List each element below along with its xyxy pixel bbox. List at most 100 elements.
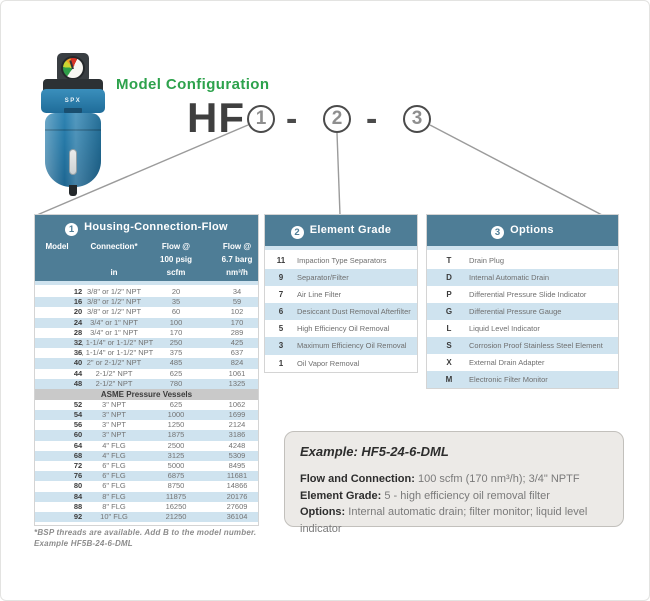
table-row: 6 Desiccant Dust Removal Afterfilter bbox=[265, 303, 417, 321]
model-cell: 40 bbox=[73, 358, 83, 368]
asme-subheader: ASME Pressure Vessels bbox=[35, 388, 258, 400]
flow-nm3-cell: 170 bbox=[230, 317, 244, 327]
table-row: 11 Impaction Type Separators bbox=[265, 252, 417, 269]
table-row: 54 3" NPT 1000 1699 bbox=[35, 410, 258, 421]
description-cell: Internal Automatic Drain bbox=[469, 273, 550, 282]
col-header-model: Model bbox=[45, 242, 69, 251]
code-cell: S bbox=[446, 341, 452, 350]
model-separator: - bbox=[286, 100, 298, 138]
flow-scfm-cell: 100 bbox=[169, 317, 183, 327]
table-row: 64 4" FLG 2500 4248 bbox=[35, 441, 258, 451]
connection-cell: 3/4" or 1" NPT bbox=[90, 317, 138, 327]
model-cell: 12 bbox=[73, 287, 83, 296]
example-box: Example: HF5-24-6-DML Flow and Connectio… bbox=[284, 431, 624, 535]
connection-cell: 6" FLG bbox=[102, 461, 126, 470]
flow-nm3-cell: 36104 bbox=[226, 511, 248, 521]
code-cell: 11 bbox=[276, 256, 286, 265]
connection-cell: 6" FLG bbox=[102, 481, 126, 491]
code-cell: L bbox=[446, 324, 452, 333]
housing-table: 1 Housing-Connection-Flow Model Connectio… bbox=[34, 214, 259, 527]
model-cell: 16 bbox=[73, 297, 83, 307]
table-row: 40 2" or 2-1/2" NPT 485 824 bbox=[35, 358, 258, 369]
connection-cell: 1", 1-1/4" or 1-1/2" NPT bbox=[74, 348, 154, 358]
flow-nm3-cell: 4248 bbox=[228, 440, 246, 450]
model-cell: 76 bbox=[73, 471, 83, 481]
description-cell: Differential Pressure Gauge bbox=[469, 307, 562, 316]
table-row: P Differential Pressure Slide Indicator bbox=[427, 286, 618, 303]
table-row: 20 3/8" or 1/2" NPT 60 102 bbox=[35, 307, 258, 317]
table-row: 28 3/4" or 1" NPT 170 289 bbox=[35, 328, 258, 338]
model-cell: 80 bbox=[73, 481, 83, 491]
col-header-connection: Connection* in bbox=[90, 242, 138, 277]
connection-cell: 4" FLG bbox=[102, 440, 126, 450]
flow-scfm-cell: 60 bbox=[171, 307, 181, 317]
description-cell: Drain Plug bbox=[469, 256, 505, 265]
flow-nm3-cell: 20176 bbox=[226, 491, 248, 501]
element-grade-rows: 11 Impaction Type Separators 9 Separator/Fi… bbox=[265, 252, 417, 372]
table-row: T Drain Plug bbox=[427, 252, 618, 269]
header-accent-strip bbox=[265, 246, 417, 252]
model-cell: 92 bbox=[73, 511, 83, 521]
table-row: 1 Oil Vapor Removal bbox=[265, 355, 417, 372]
brand-label: SPX bbox=[64, 98, 82, 104]
flow-scfm-cell: 485 bbox=[169, 358, 183, 368]
flow-scfm-cell: 6875 bbox=[167, 471, 185, 481]
code-cell: 1 bbox=[278, 358, 284, 368]
options-title: 3 Options bbox=[427, 215, 618, 246]
footnote-line-2: Example HF5B-24-6-DML bbox=[34, 538, 133, 548]
table-row: D Internal Automatic Drain bbox=[427, 269, 618, 286]
sight-glass bbox=[69, 149, 77, 175]
flow-scfm-cell: 8750 bbox=[167, 481, 185, 491]
flow-nm3-cell: 425 bbox=[230, 337, 244, 347]
model-cell: 48 bbox=[73, 378, 83, 388]
options-table: 3 Options T Drain Plug D Internal Automatic … bbox=[426, 214, 619, 389]
code-cell: 6 bbox=[278, 307, 284, 317]
brand-plate bbox=[64, 108, 82, 113]
col-header-flow-nm3: Flow @ 6.7 barg nm³/h bbox=[221, 242, 253, 277]
connection-cell: 3/4" or 1" NPT bbox=[90, 327, 138, 337]
flow-nm3-cell: 3186 bbox=[228, 430, 246, 440]
footnote: *BSP threads are available. Add B to the… bbox=[34, 528, 256, 549]
flow-scfm-cell: 1000 bbox=[167, 410, 185, 420]
description-cell: Maximum Efficiency Oil Removal bbox=[297, 341, 407, 351]
connection-cell: 8" FLG bbox=[102, 501, 126, 511]
description-cell: Oil Vapor Removal bbox=[297, 358, 360, 368]
flow-scfm-cell: 35 bbox=[171, 297, 181, 307]
model-cell: 68 bbox=[73, 450, 83, 460]
connection-cell: 8" FLG bbox=[102, 491, 126, 501]
pressure-gauge-icon bbox=[61, 56, 85, 80]
table-row: 48 2-1/2" NPT 780 1325 bbox=[35, 378, 258, 389]
table-row: 5 High Efficiency Oil Removal bbox=[265, 320, 417, 337]
flow-nm3-cell: 8495 bbox=[228, 461, 246, 470]
connection-cell: 3" NPT bbox=[102, 430, 126, 440]
header-accent-strip bbox=[427, 246, 618, 252]
flow-nm3-cell: 1325 bbox=[228, 378, 246, 388]
code-cell: M bbox=[445, 375, 453, 384]
table-row: 36 1", 1-1/4" or 1-1/2" NPT 375 637 bbox=[35, 348, 258, 358]
flow-nm3-cell: 637 bbox=[230, 348, 244, 358]
table-row: 12 3/8" or 1/2" NPT 20 34 bbox=[35, 287, 258, 297]
element-grade-title: 2 Element Grade bbox=[265, 215, 417, 246]
description-cell: Air Line Filter bbox=[297, 290, 342, 300]
badge-2-icon: 2 bbox=[290, 226, 304, 239]
description-cell: Electronic Filter Monitor bbox=[469, 375, 548, 384]
element-grade-table: 2 Element Grade 11 Impaction Type Separato… bbox=[264, 214, 418, 373]
model-part-badge-3: 3 bbox=[403, 105, 431, 133]
housing-table-title: 1 Housing-Connection-Flow bbox=[35, 215, 258, 240]
flow-scfm-cell: 375 bbox=[169, 348, 183, 358]
flow-nm3-cell: 1061 bbox=[228, 368, 246, 378]
options-rows: T Drain Plug D Internal Automatic Drain P Dif… bbox=[427, 252, 618, 388]
table-row: 52 3" NPT 625 1062 bbox=[35, 400, 258, 410]
code-cell: D bbox=[446, 273, 452, 282]
description-cell: Liquid Level Indicator bbox=[469, 324, 540, 333]
connection-cell: 2-1/2" NPT bbox=[95, 368, 133, 378]
model-cell: 20 bbox=[73, 307, 83, 317]
flow-scfm-cell: 250 bbox=[169, 337, 183, 347]
flow-scfm-cell: 625 bbox=[169, 368, 183, 378]
drain-port bbox=[69, 185, 77, 196]
description-cell: External Drain Adapter bbox=[469, 358, 545, 367]
code-cell: G bbox=[445, 307, 453, 316]
flow-scfm-cell: 625 bbox=[169, 399, 183, 409]
flow-nm3-cell: 102 bbox=[230, 307, 244, 317]
col-header-flow-scfm: Flow @ 100 psig scfm bbox=[159, 242, 193, 277]
